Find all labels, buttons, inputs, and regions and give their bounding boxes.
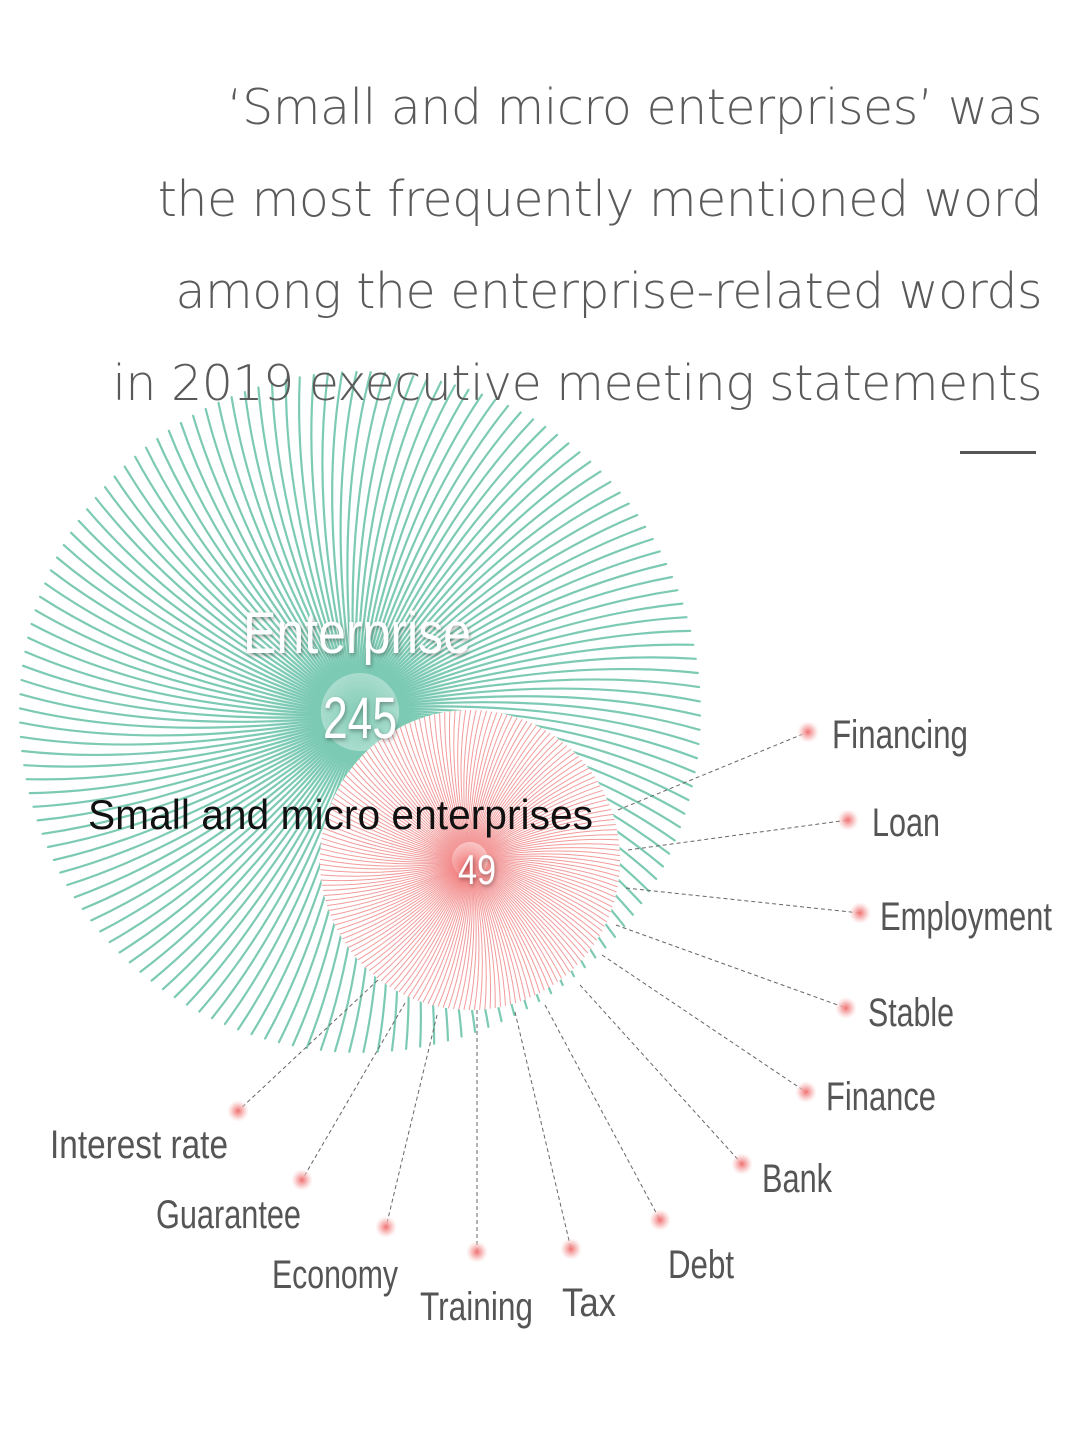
word-label: Debt bbox=[668, 1243, 734, 1287]
leader-line bbox=[627, 819, 849, 851]
leader-line bbox=[514, 1011, 572, 1250]
leader-line bbox=[617, 731, 809, 811]
word-dot bbox=[291, 1169, 313, 1191]
word-dot bbox=[797, 721, 819, 743]
small-micro-glow bbox=[413, 813, 523, 923]
leader-line bbox=[601, 954, 807, 1093]
word-dot bbox=[560, 1238, 582, 1260]
word-label: Employment bbox=[880, 895, 1052, 939]
leader-line bbox=[237, 979, 379, 1112]
related-word-labels: Financing Loan Employment Stable Finance Bank… bbox=[50, 713, 1052, 1329]
headline-line-3: among the enterprise-related words bbox=[175, 263, 1042, 320]
leader-line bbox=[615, 924, 847, 1009]
related-word-leaders bbox=[227, 721, 871, 1263]
word-dot bbox=[837, 809, 859, 831]
word-dot bbox=[835, 997, 857, 1019]
leader-line bbox=[579, 984, 743, 1165]
small-micro-value: 49 bbox=[458, 846, 496, 893]
word-label: Guarantee bbox=[156, 1193, 301, 1237]
word-dot bbox=[795, 1081, 817, 1103]
leader-line bbox=[301, 1002, 406, 1181]
headline-line-4: in 2019 executive meeting statements bbox=[112, 355, 1042, 412]
word-label: Interest rate bbox=[50, 1123, 228, 1167]
enterprise-value: 245 bbox=[323, 686, 397, 751]
word-dot bbox=[849, 902, 871, 924]
leader-line bbox=[625, 887, 861, 914]
leader-line bbox=[385, 1014, 438, 1228]
word-label: Finance bbox=[826, 1075, 936, 1119]
small-micro-label: Small and micro enterprises bbox=[88, 791, 593, 838]
word-label: Financing bbox=[832, 713, 968, 757]
headline-line-2: the most frequently mentioned word bbox=[157, 171, 1043, 228]
word-dot bbox=[649, 1209, 671, 1231]
word-label: Training bbox=[420, 1285, 533, 1329]
word-dot bbox=[375, 1216, 397, 1238]
headline-line-1: ‘Small and micro enterprises’ was bbox=[227, 79, 1042, 136]
headline: ‘Small and micro enterprises’ was the mo… bbox=[42, 62, 1042, 430]
word-dot bbox=[466, 1241, 488, 1263]
word-dot bbox=[227, 1100, 249, 1122]
headline-divider bbox=[960, 451, 1036, 454]
word-label: Loan bbox=[872, 801, 940, 845]
enterprise-label: Enterprise bbox=[243, 601, 471, 666]
leader-line bbox=[544, 1004, 661, 1221]
word-label: Bank bbox=[762, 1157, 833, 1201]
word-label: Tax bbox=[562, 1281, 616, 1325]
word-dot bbox=[731, 1153, 753, 1175]
word-label: Stable bbox=[868, 991, 954, 1035]
word-label: Economy bbox=[272, 1253, 398, 1297]
